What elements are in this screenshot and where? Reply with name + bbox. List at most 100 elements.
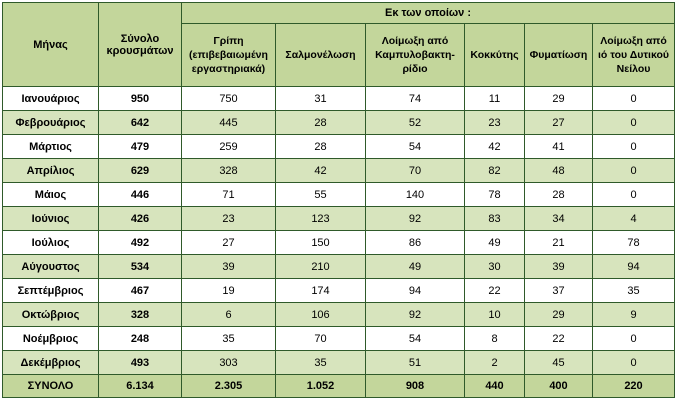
row-value: 49	[464, 230, 525, 255]
row-value: 71	[181, 182, 276, 207]
table-row: Οκτώβριος 328 6 106 92 10 29 9	[2, 302, 675, 327]
row-value: 140	[365, 182, 465, 207]
total-row-value: 220	[592, 374, 675, 398]
row-value: 10	[464, 302, 525, 327]
row-value: 83	[464, 206, 525, 231]
row-value: 28	[524, 182, 593, 207]
row-value: 0	[592, 110, 675, 135]
table-row: Δεκέμβριος 493 303 35 51 2 45 0	[2, 350, 675, 375]
row-value: 45	[524, 350, 593, 375]
row-value: 0	[592, 326, 675, 351]
header-west-nile: Λοίμωξη από ιό του Δυτικού Νείλου	[592, 23, 675, 87]
row-month: Δεκέμβριος	[2, 350, 99, 375]
table-row: Σεπτέμβριος 467 19 174 94 22 37 35	[2, 278, 675, 303]
table-body: Ιανουάριος 950 750 31 74 11 29 0 Φεβρουάριος 642 4…	[2, 86, 675, 375]
row-value: 28	[275, 134, 366, 159]
row-total: 492	[98, 230, 182, 255]
row-value: 78	[464, 182, 525, 207]
row-month: Ιούλιος	[2, 230, 99, 255]
row-value: 23	[464, 110, 525, 135]
table-row: Μάρτιος 479 259 28 54 42 41 0	[2, 134, 675, 159]
row-value: 70	[365, 158, 465, 183]
row-value: 42	[464, 134, 525, 159]
row-total: 534	[98, 254, 182, 279]
table-row: Ιούνιος 426 23 123 92 83 34 4	[2, 206, 675, 231]
header-row-diseases: Γρίπη (επιβεβαιωμένη εργαστηριακά) Σαλμο…	[3, 23, 675, 87]
row-value: 106	[275, 302, 366, 327]
row-value: 0	[592, 350, 675, 375]
total-row: ΣΥΝΟΛΟ 6.134 2.305 1.052 908 440 400 220	[2, 374, 675, 398]
row-month: Οκτώβριος	[2, 302, 99, 327]
row-value: 70	[275, 326, 366, 351]
row-value: 48	[524, 158, 593, 183]
row-value: 35	[592, 278, 675, 303]
cases-table-container: Μήνας Σύνολο κρουσμάτων Εκ των οποίων : …	[2, 2, 675, 398]
row-total: 426	[98, 206, 182, 231]
row-value: 78	[592, 230, 675, 255]
row-value: 0	[592, 158, 675, 183]
row-month: Φεβρουάριος	[2, 110, 99, 135]
row-value: 9	[592, 302, 675, 327]
header-influenza: Γρίπη (επιβεβαιωμένη εργαστηριακά)	[181, 23, 276, 87]
row-value: 27	[524, 110, 593, 135]
row-value: 6	[181, 302, 276, 327]
row-month: Μάρτιος	[2, 134, 99, 159]
row-total: 328	[98, 302, 182, 327]
row-value: 41	[524, 134, 593, 159]
row-month: Νοέμβριος	[2, 326, 99, 351]
header-salmonellosis: Σαλμονέλωση	[275, 23, 366, 87]
row-value: 54	[365, 326, 465, 351]
row-value: 35	[181, 326, 276, 351]
row-value: 22	[524, 326, 593, 351]
row-value: 123	[275, 206, 366, 231]
row-value: 8	[464, 326, 525, 351]
row-value: 174	[275, 278, 366, 303]
row-value: 82	[464, 158, 525, 183]
total-row-value: 2.305	[181, 374, 276, 398]
total-row-value: 440	[464, 374, 525, 398]
row-value: 55	[275, 182, 366, 207]
row-value: 19	[181, 278, 276, 303]
row-value: 86	[365, 230, 465, 255]
row-value: 29	[524, 86, 593, 111]
row-value: 29	[524, 302, 593, 327]
row-value: 328	[181, 158, 276, 183]
row-value: 11	[464, 86, 525, 111]
row-value: 0	[592, 86, 675, 111]
total-row-label: ΣΥΝΟΛΟ	[2, 374, 99, 398]
row-month: Αύγουστος	[2, 254, 99, 279]
row-value: 34	[524, 206, 593, 231]
header-group-of-which: Εκ των οποίων :	[181, 2, 675, 24]
row-total: 629	[98, 158, 182, 183]
row-value: 94	[592, 254, 675, 279]
row-total: 493	[98, 350, 182, 375]
row-total: 467	[98, 278, 182, 303]
row-value: 27	[181, 230, 276, 255]
header-row-group: Μήνας Σύνολο κρουσμάτων Εκ των οποίων :	[2, 2, 675, 87]
row-month: Ιανουάριος	[2, 86, 99, 111]
row-value: 303	[181, 350, 276, 375]
total-row-value: 908	[365, 374, 465, 398]
total-row-total: 6.134	[98, 374, 182, 398]
row-value: 30	[464, 254, 525, 279]
row-total: 446	[98, 182, 182, 207]
row-value: 39	[181, 254, 276, 279]
row-value: 42	[275, 158, 366, 183]
cases-table: Μήνας Σύνολο κρουσμάτων Εκ των οποίων : …	[2, 2, 675, 398]
table-row: Νοέμβριος 248 35 70 54 8 22 0	[2, 326, 675, 351]
row-value: 51	[365, 350, 465, 375]
row-value: 0	[592, 134, 675, 159]
row-value: 445	[181, 110, 276, 135]
header-month: Μήνας	[2, 2, 99, 87]
row-value: 35	[275, 350, 366, 375]
table-row: Φεβρουάριος 642 445 28 52 23 27 0	[2, 110, 675, 135]
table-row: Αύγουστος 534 39 210 49 30 39 94	[2, 254, 675, 279]
row-total: 248	[98, 326, 182, 351]
header-campylobacter: Λοίμωξη από Καμπυλοβακτη-ρίδιο	[365, 23, 465, 87]
row-value: 23	[181, 206, 276, 231]
table-row: Απρίλιος 629 328 42 70 82 48 0	[2, 158, 675, 183]
row-value: 259	[181, 134, 276, 159]
row-value: 39	[524, 254, 593, 279]
table-row: Ιούλιος 492 27 150 86 49 21 78	[2, 230, 675, 255]
row-value: 150	[275, 230, 366, 255]
